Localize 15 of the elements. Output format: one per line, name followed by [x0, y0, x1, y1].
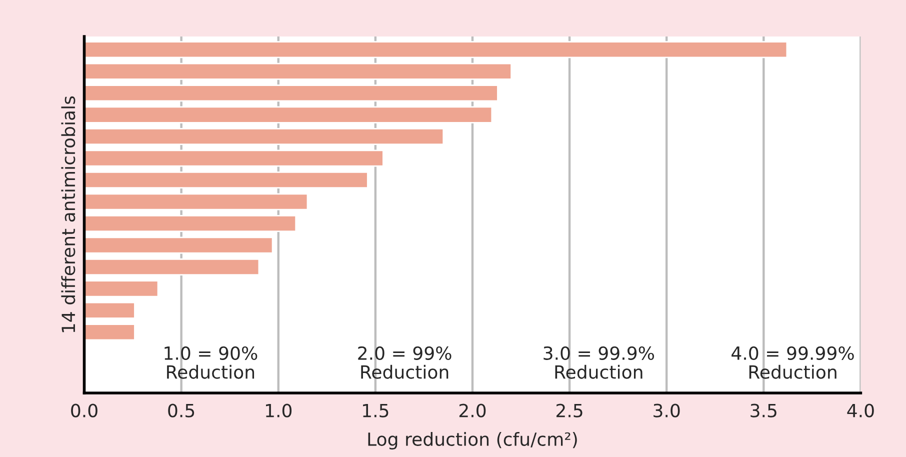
x-tick-label: 0.0 — [71, 404, 98, 418]
text: 1.0 = 90% Reduction — [164, 346, 258, 379]
x-tick-label: 4.0 — [847, 404, 874, 418]
x-tick-label: 2.5 — [556, 404, 582, 418]
text: 4.0 = 99.99% Reduction — [732, 346, 854, 379]
x-tick-label: 1.5 — [363, 404, 388, 418]
x-tick-label: 2.0 — [459, 404, 486, 418]
y-axis-title: 14 different antimicrobials — [61, 96, 76, 332]
x-tick-label: 3.5 — [750, 404, 776, 418]
text: 3.0 = 99.9% Reduction — [544, 346, 654, 379]
x-tick-label: 3.0 — [654, 404, 680, 418]
x-tick-label: 1.0 — [266, 404, 292, 418]
text: 2.0 = 99% Reduction — [358, 346, 452, 379]
x-tick-label: 0.5 — [168, 404, 194, 418]
x-axis-title: Log reduction (cfu/cm²) — [368, 432, 577, 450]
